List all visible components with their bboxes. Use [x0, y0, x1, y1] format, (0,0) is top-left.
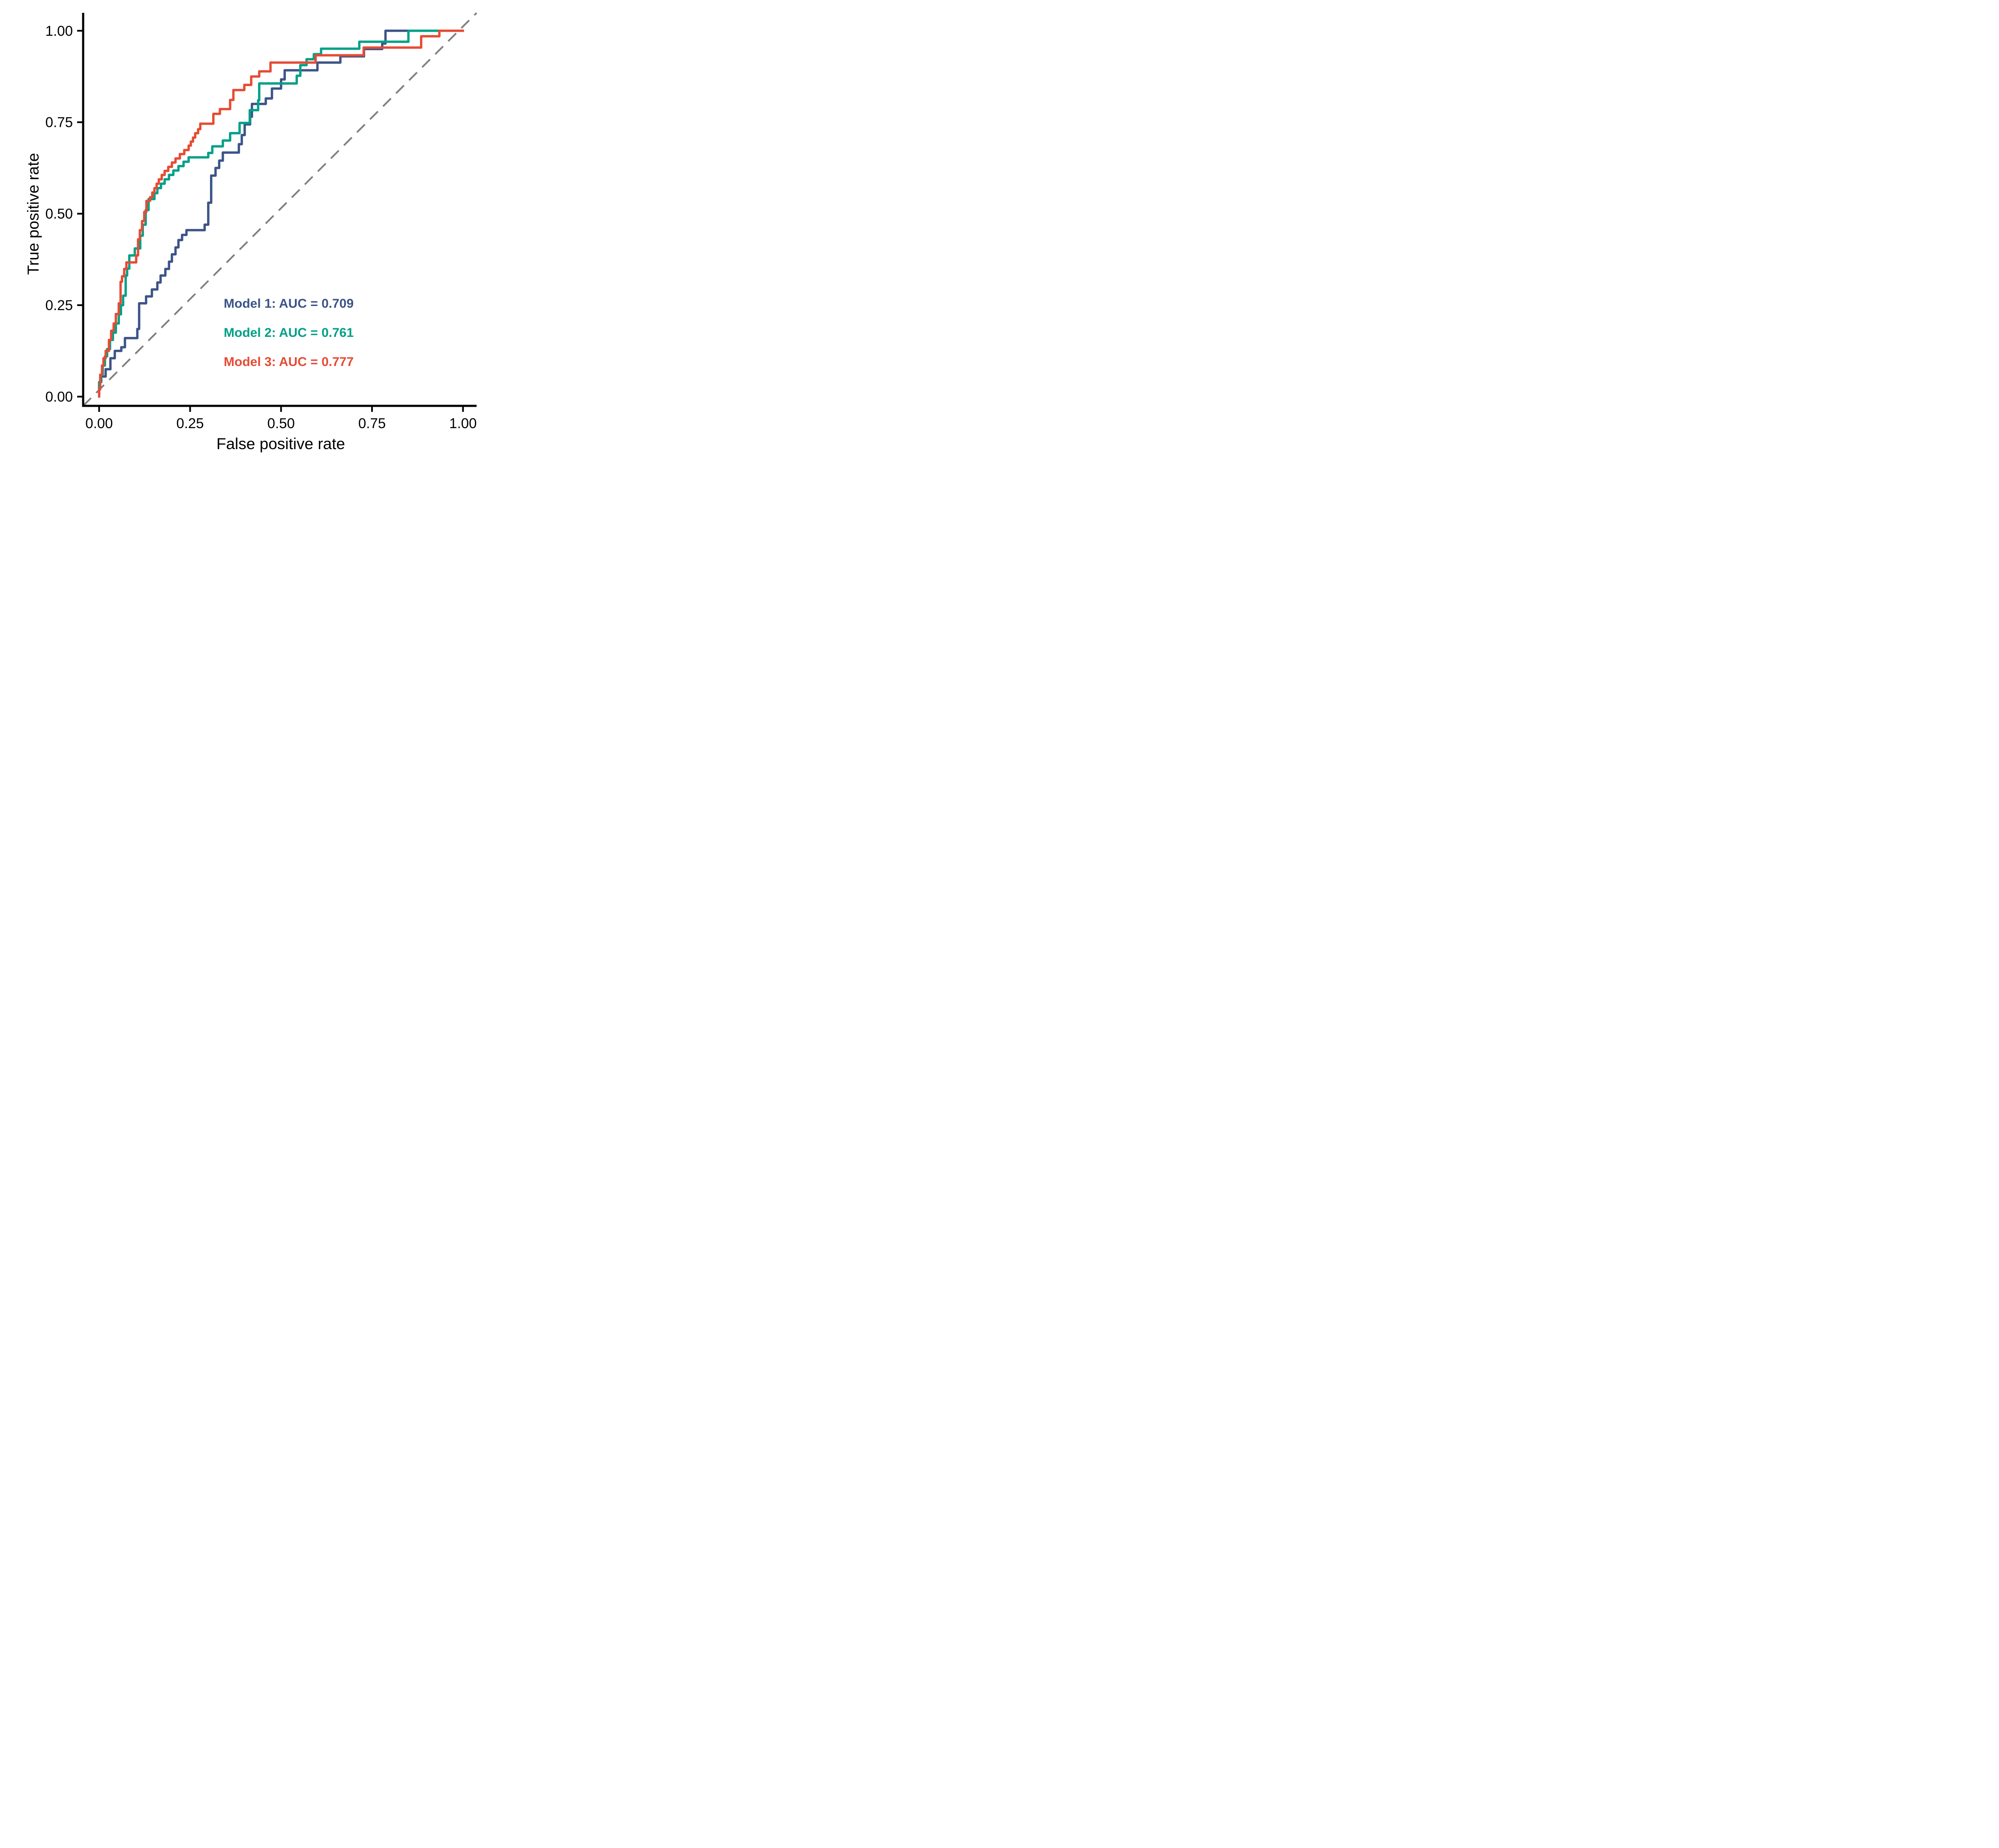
roc-curve-model-2 — [98, 30, 465, 398]
y-tick-label-1.00: 1.00 — [45, 23, 73, 39]
roc-curve-model-1 — [98, 30, 465, 398]
y-tick-label-0.75: 0.75 — [45, 114, 73, 130]
x-tick-label-0.00: 0.00 — [85, 415, 113, 431]
y-tick-label-0.00: 0.00 — [45, 389, 73, 405]
roc-figure: 0.00 0.25 0.50 0.75 1.00 0.00 0.25 0.50 0.75 1.0… — [0, 0, 500, 462]
legend: Model 1: AUC = 0.709 Model 2: AUC = 0.76… — [224, 297, 354, 369]
legend-item-model-1: Model 1: AUC = 0.709 — [224, 297, 354, 311]
chance-diagonal-reference-line — [82, 12, 477, 407]
roc-curves-group — [98, 30, 465, 398]
roc-chart-canvas: 0.00 0.25 0.50 0.75 1.00 0.00 0.25 0.50 0.75 1.0… — [24, 12, 477, 453]
x-tick-label-1.00: 1.00 — [449, 415, 477, 431]
y-axis-title: True positive rate — [24, 153, 42, 275]
roc-curve-model-3 — [98, 30, 465, 398]
legend-item-model-3: Model 3: AUC = 0.777 — [224, 355, 354, 369]
x-tick-label-0.50: 0.50 — [267, 415, 295, 431]
y-tick-label-0.50: 0.50 — [45, 206, 73, 222]
legend-item-model-2: Model 2: AUC = 0.761 — [224, 326, 354, 340]
x-axis-title: False positive rate — [216, 435, 345, 453]
x-axis-ticks-group: 0.00 0.25 0.50 0.75 1.00 — [85, 407, 477, 431]
y-tick-label-0.25: 0.25 — [45, 297, 73, 313]
x-tick-label-0.25: 0.25 — [176, 415, 204, 431]
x-tick-label-0.75: 0.75 — [358, 415, 386, 431]
y-axis-ticks-group: 0.00 0.25 0.50 0.75 1.00 — [45, 23, 82, 405]
